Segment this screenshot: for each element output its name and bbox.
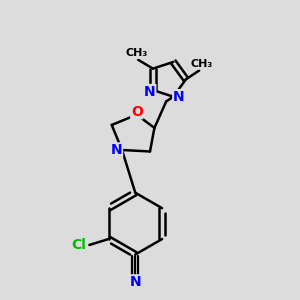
Text: Cl: Cl [71,238,86,252]
Text: N: N [173,90,184,104]
Text: N: N [111,143,122,157]
Text: CH₃: CH₃ [126,48,148,58]
Text: CH₃: CH₃ [191,59,213,69]
Text: N: N [130,275,141,289]
Text: N: N [144,85,156,98]
Text: O: O [131,105,143,119]
